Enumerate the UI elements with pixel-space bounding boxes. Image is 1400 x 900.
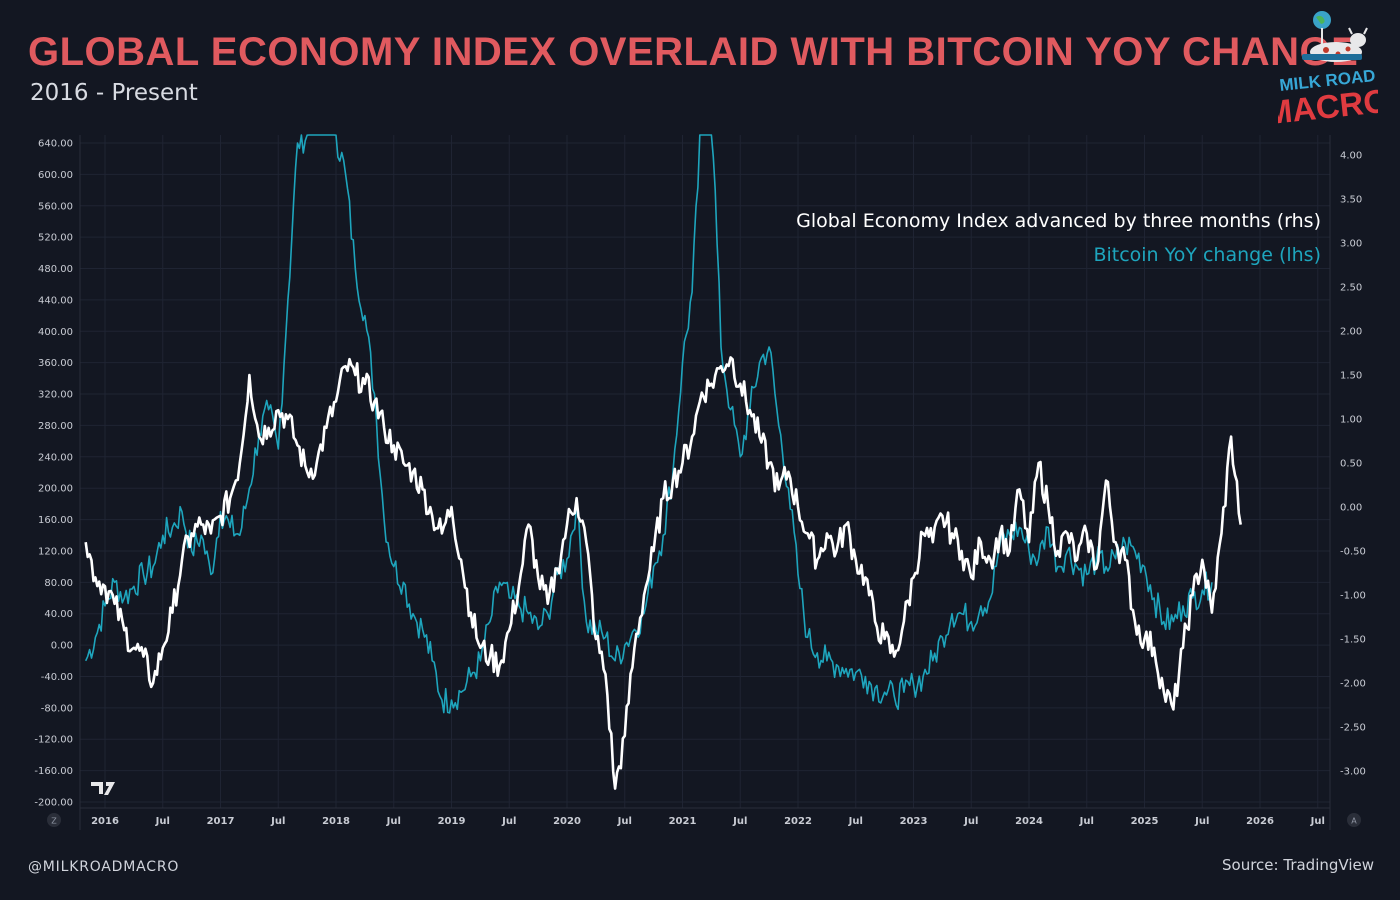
left-axis-tick-label: -160.00: [34, 766, 73, 777]
right-axis-tick-label: 3.50: [1340, 195, 1362, 206]
x-axis-tick-label: 2021: [669, 816, 697, 827]
right-axis-tick-label: -2.00: [1340, 679, 1366, 690]
x-axis-tick-label: Jul: [386, 816, 401, 827]
grid-lines: [79, 135, 1331, 830]
footer-source: Source: TradingView: [1222, 856, 1374, 874]
left-axis-tick-label: 0.00: [51, 641, 73, 652]
right-axis-tick-label: -1.00: [1340, 591, 1366, 602]
left-axis-tick-label: 280.00: [38, 421, 73, 432]
left-axis-tick-label: 560.00: [38, 201, 73, 212]
left-axis-tick-label: 40.00: [44, 609, 73, 620]
x-axis-tick-label: 2024: [1015, 816, 1043, 827]
x-axis-tick-label: Jul: [155, 816, 170, 827]
left-axis-tick-label: -40.00: [41, 672, 73, 683]
x-axis-tick-label: 2016: [91, 816, 119, 827]
left-axis-tick-label: 320.00: [38, 390, 73, 401]
svg-text:Z: Z: [51, 817, 57, 826]
right-axis-tick-label: 1.00: [1340, 415, 1362, 426]
right-axis-tick-label: 0.50: [1340, 459, 1362, 470]
left-axis-tick-label: -120.00: [34, 735, 73, 746]
left-axis-tick-labels: 640.00 600.00 560.00 520.00 480.00 440.00 400.…: [34, 139, 73, 809]
right-axis-tick-label: -1.50: [1340, 635, 1366, 646]
left-axis-tick-label: -80.00: [41, 703, 73, 714]
x-axis-tick-label: Jul: [617, 816, 632, 827]
chart-subtitle: 2016 - Present: [30, 80, 198, 106]
left-axis-tick-label: 400.00: [38, 327, 73, 338]
x-axis-tick-label: Jul: [1310, 816, 1325, 827]
global-economy-index-line: [84, 356, 1242, 790]
left-axis-tick-label: 120.00: [38, 546, 73, 557]
x-axis-tick-label: 2019: [438, 816, 466, 827]
left-axis-tick-label: 480.00: [38, 264, 73, 275]
x-axis-tick-label: Jul: [1194, 816, 1209, 827]
x-axis-tick-labels: 2016 Jul 2017 Jul 2018 Jul 2019 Jul 2020 Jul 2021 J…: [91, 816, 1325, 827]
right-axis-tick-label: -3.00: [1340, 767, 1366, 778]
milk-road-macro-logo: MILK ROAD MACRO: [1278, 11, 1378, 130]
left-axis-tick-label: 640.00: [38, 139, 73, 150]
left-axis-tick-label: 80.00: [44, 578, 73, 589]
right-axis-tick-label: 0.00: [1340, 503, 1362, 514]
bitcoin-yoy-line: [84, 134, 1213, 714]
right-axis-tick-label: -2.50: [1340, 723, 1366, 734]
right-axis-tick-label: 3.00: [1340, 239, 1362, 250]
x-axis-tick-label: 2017: [207, 816, 235, 827]
right-axis-tick-label: 2.50: [1340, 283, 1362, 294]
x-axis-tick-label: Jul: [501, 816, 516, 827]
footer-handle: @MILKROADMACRO: [28, 859, 180, 875]
x-axis-tick-label: Jul: [848, 816, 863, 827]
x-axis-tick-label: 2026: [1246, 816, 1274, 827]
left-axis-tick-label: 440.00: [38, 295, 73, 306]
left-axis-tick-label: 240.00: [38, 452, 73, 463]
tradingview-icon: [91, 782, 115, 795]
left-axis-tick-label: 200.00: [38, 484, 73, 495]
right-axis-tick-label: 4.00: [1340, 151, 1362, 162]
left-axis-tick-label: 600.00: [38, 170, 73, 181]
globe-cow-mascot-icon: [1302, 11, 1368, 62]
chart-title: GLOBAL ECONOMY INDEX OVERLAID WITH BITCO…: [28, 30, 1359, 74]
right-axis-tick-label: 2.00: [1340, 327, 1362, 338]
left-axis-tick-label: 520.00: [38, 233, 73, 244]
left-axis-tick-label: 160.00: [38, 515, 73, 526]
auto-scale-left-button[interactable]: Z: [47, 813, 61, 827]
legend-gei: Global Economy Index advanced by three m…: [796, 210, 1321, 232]
right-axis-tick-label: 1.50: [1340, 371, 1362, 382]
x-axis-tick-label: 2025: [1131, 816, 1159, 827]
legend-bitcoin: Bitcoin YoY change (lhs): [1093, 244, 1321, 266]
x-axis-tick-label: Jul: [732, 816, 747, 827]
right-axis-tick-label: -0.50: [1340, 547, 1366, 558]
right-axis-tick-labels: 4.00 3.50 3.00 2.50 2.00 1.50 1.00 0.50 0.00 -0.5…: [1340, 151, 1366, 778]
x-axis-tick-label: 2023: [900, 816, 928, 827]
x-axis-tick-label: 2022: [784, 816, 812, 827]
left-axis-tick-label: 360.00: [38, 358, 73, 369]
svg-text:A: A: [1351, 817, 1357, 826]
x-axis-tick-label: 2020: [553, 816, 581, 827]
x-axis-tick-label: Jul: [963, 816, 978, 827]
x-axis-tick-label: Jul: [1079, 816, 1094, 827]
auto-scale-right-button[interactable]: A: [1347, 813, 1361, 827]
x-axis-tick-label: Jul: [270, 816, 285, 827]
left-axis-tick-label: -200.00: [34, 798, 73, 809]
x-axis-tick-label: 2018: [322, 816, 350, 827]
